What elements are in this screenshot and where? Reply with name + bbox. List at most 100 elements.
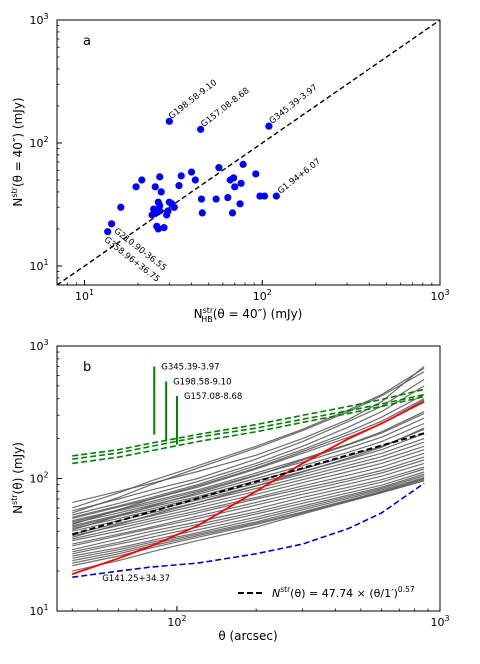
panel-a-y-tick-label: 103	[29, 12, 48, 27]
panel-a-label: a	[83, 34, 91, 49]
gray-profile-line	[72, 475, 425, 559]
panel-b-x-tick-label: 102	[167, 614, 186, 629]
scatter-point	[197, 195, 206, 203]
panel-a-xlabel-rest: (θ = 40″) (mJy)	[213, 307, 303, 321]
gray-profile-line	[72, 367, 425, 509]
gray-profile-line	[72, 449, 425, 537]
panel-b-y-tick-label: 103	[29, 338, 48, 353]
scatter-point	[151, 183, 159, 191]
scatter-point	[215, 164, 223, 172]
scatter-point	[252, 170, 260, 178]
scatter-point	[230, 174, 238, 182]
panel-b-y-tick-label: 101	[29, 603, 48, 618]
scatter-point	[117, 203, 125, 211]
scatter-point	[265, 122, 273, 130]
panel-a-y-tick-label: 101	[29, 258, 48, 273]
gray-profile-line	[72, 471, 425, 555]
red-profile-line	[72, 400, 425, 575]
panel-b-y-tick-label: 102	[29, 471, 48, 486]
scatter-point	[272, 192, 280, 200]
panel-a-ylabel-rest: (θ = 40″) (mJy)	[11, 97, 25, 187]
panel-a-xlabel: Nstr HB(θ = 40″) (mJy)	[194, 306, 303, 324]
scatter-point	[138, 176, 146, 184]
panel-b-label: b	[83, 360, 91, 375]
gray-profile-line	[72, 459, 425, 545]
gray-profile-line	[72, 422, 425, 524]
panel-a-ylabel-symbol: N	[11, 198, 25, 207]
gray-profile-line	[72, 385, 425, 516]
gray-profile-line	[72, 433, 425, 528]
panel-b-ylabel-symbol: N	[11, 505, 25, 514]
legend-symbol: N	[272, 587, 280, 600]
power-law-fit-line	[72, 432, 425, 536]
legend-sup: str	[280, 585, 291, 594]
scatter-point	[236, 200, 244, 208]
panel-b-ylabel: Nstr(θ) (mJy)	[10, 442, 25, 514]
green-profile-line	[72, 395, 425, 465]
green-marker-label: G345.39-3.97	[161, 363, 219, 373]
green-marker-label: G198.58-9.10	[173, 377, 231, 387]
panel-a-xlabel-sup: str	[203, 306, 214, 315]
source-label: G345.39-3.97	[268, 83, 320, 127]
panel-a-ticks: 101 102 103 101 102 103	[29, 12, 449, 303]
scatter-point	[231, 183, 239, 191]
panel-a-y-tick-label: 102	[29, 135, 48, 150]
gray-profile-line	[72, 456, 425, 542]
gray-profile-line	[72, 477, 425, 564]
gray-profile-line	[72, 427, 425, 538]
panel-a-ylabel: Nstr(θ = 40″) (mJy)	[10, 97, 25, 206]
panel-a-ylabel-sup: str	[10, 186, 19, 197]
scatter-point	[197, 125, 205, 133]
gray-profile-line	[72, 462, 425, 547]
scatter-point	[154, 225, 162, 233]
scatter-point	[164, 207, 172, 215]
green-marker-label: G157.08-8.68	[184, 392, 242, 402]
scatter-point	[132, 183, 140, 191]
panel-a-x-tick-label: 103	[430, 288, 449, 303]
panel-a-x-tick-label: 102	[253, 288, 272, 303]
scatter-point	[175, 182, 183, 190]
scatter-point	[212, 195, 220, 203]
green-profile-line	[72, 393, 425, 460]
scatter-point	[260, 192, 269, 200]
scatter-point	[228, 209, 237, 217]
gray-profile-line	[72, 394, 425, 518]
gray-profile-line	[72, 378, 425, 512]
gray-profile-line	[72, 473, 425, 557]
legend-exponent: 0.57	[398, 585, 415, 594]
gray-profile-line	[72, 452, 425, 540]
legend-fit-label: Nstr(θ) = 47.74 × (θ/1′)0.57	[272, 585, 415, 600]
legend-formula: (θ) = 47.74 × (θ/1′)	[290, 587, 398, 600]
scatter-point	[160, 224, 168, 232]
gray-profile-line	[72, 411, 425, 522]
gray-profile-line	[72, 371, 425, 514]
panel-b-ticks: 102 103 101 102 103	[29, 338, 449, 629]
panel-b-ylabel-sup: str	[10, 494, 19, 505]
gray-profile-line	[72, 476, 425, 562]
panel-b-plot-area: G345.39-3.97 G198.58-9.10 G157.08-8.68 G141…	[72, 363, 425, 584]
panel-b-ylabel-rest: (θ) (mJy)	[11, 442, 25, 494]
gray-profile-line	[72, 398, 425, 525]
panel-b-x-tick-label: 103	[430, 614, 449, 629]
gray-profile-line	[72, 480, 425, 572]
scatter-point	[104, 228, 112, 236]
scatter-point	[165, 117, 173, 125]
green-profile-line	[72, 388, 425, 457]
panel-b-xlabel: θ (arcsec)	[218, 629, 277, 643]
scatter-point	[156, 173, 164, 181]
scatter-point	[170, 203, 178, 211]
scatter-point	[157, 188, 165, 196]
blue-profile-line	[72, 482, 425, 578]
panel-a-frame	[56, 19, 441, 286]
scatter-point	[156, 201, 164, 210]
scatter-point	[239, 160, 247, 168]
one-to-one-line	[56, 19, 441, 286]
source-label: G1.94+6.07	[276, 157, 323, 197]
scatter-point	[107, 220, 116, 228]
legend: Nstr(θ) = 47.74 × (θ/1′)0.57	[238, 585, 415, 600]
scatter-point	[177, 172, 185, 180]
gray-profile-line	[72, 412, 425, 531]
